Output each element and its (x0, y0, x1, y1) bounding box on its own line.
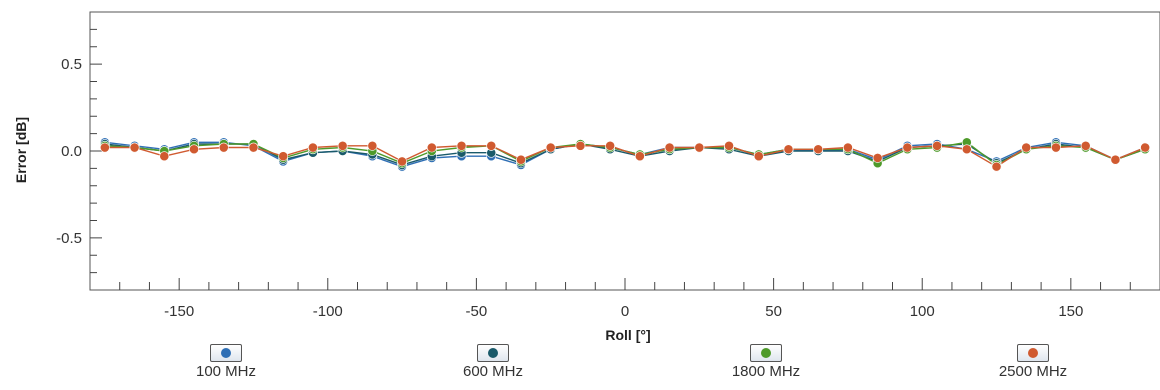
data-point (99, 142, 110, 153)
data-point (1021, 142, 1032, 153)
legend-item[interactable]: 100 MHz (166, 344, 286, 380)
data-point (248, 142, 259, 153)
legend-marker (761, 348, 771, 358)
legend-swatch (210, 344, 242, 362)
data-point (516, 154, 526, 165)
data-point (991, 161, 1002, 172)
x-tick-label: -100 (313, 303, 343, 320)
series-layer (99, 137, 1151, 172)
data-point (961, 144, 972, 155)
legend-label: 1800 MHz (731, 363, 801, 380)
legend-label: 2500 MHz (998, 363, 1068, 380)
series-line (104, 145, 1146, 168)
data-point (1110, 154, 1121, 165)
data-point (724, 140, 734, 151)
data-point (545, 142, 556, 153)
x-tick-label: 0 (621, 303, 629, 320)
x-tick-label: 150 (1058, 303, 1083, 320)
legend-label: 600 MHz (462, 363, 524, 380)
x-tick-label: 100 (910, 303, 935, 320)
legend-marker (221, 348, 231, 358)
data-point (605, 140, 616, 151)
legend-swatch (477, 344, 509, 362)
legend-item[interactable]: 600 MHz (433, 344, 553, 380)
legend-item[interactable]: 1800 MHz (706, 344, 826, 380)
data-point (932, 140, 942, 151)
y-tick-label: 0.5 (61, 56, 82, 73)
data-point (694, 142, 705, 153)
legend-marker (488, 348, 498, 358)
data-point (783, 144, 794, 155)
data-point (1080, 140, 1091, 151)
tick-labels: -150 -100 -50 0 50 100 150 -0.5 0.0 0.5 (56, 56, 1083, 320)
data-point (129, 142, 140, 153)
data-point (367, 140, 378, 151)
data-point (337, 140, 348, 151)
legend: 100 MHz 600 MHz 1800 MHz 2500 MHz (0, 344, 1160, 390)
data-point (575, 140, 586, 151)
data-point (1051, 142, 1061, 153)
data-point (218, 142, 229, 153)
legend-marker (1028, 348, 1038, 358)
legend-swatch (1017, 344, 1049, 362)
data-point (159, 151, 170, 162)
x-tick-label: -50 (466, 303, 488, 320)
data-point (456, 140, 467, 151)
legend-swatch (750, 344, 782, 362)
legend-label: 100 MHz (195, 363, 257, 380)
data-point (753, 151, 764, 162)
data-point (634, 151, 645, 162)
data-point (902, 142, 913, 153)
data-point (397, 156, 407, 167)
data-point (813, 144, 824, 155)
data-point (189, 144, 199, 155)
data-point (426, 142, 437, 153)
y-tick-label: 0.0 (61, 143, 82, 160)
series-line (104, 143, 1146, 166)
data-point (308, 142, 318, 153)
legend-item[interactable]: 2500 MHz (973, 344, 1093, 380)
y-axis-label: Error [dB] (13, 117, 29, 183)
data-point (843, 142, 853, 153)
x-axis-label: Roll [°] (605, 327, 650, 343)
x-tick-label: -150 (164, 303, 194, 320)
data-point (872, 153, 883, 163)
data-point (1140, 142, 1151, 153)
y-tick-label: -0.5 (56, 230, 82, 247)
data-point (664, 142, 675, 153)
x-tick-label: 50 (765, 303, 782, 320)
data-point (486, 140, 497, 151)
data-point (278, 151, 289, 162)
